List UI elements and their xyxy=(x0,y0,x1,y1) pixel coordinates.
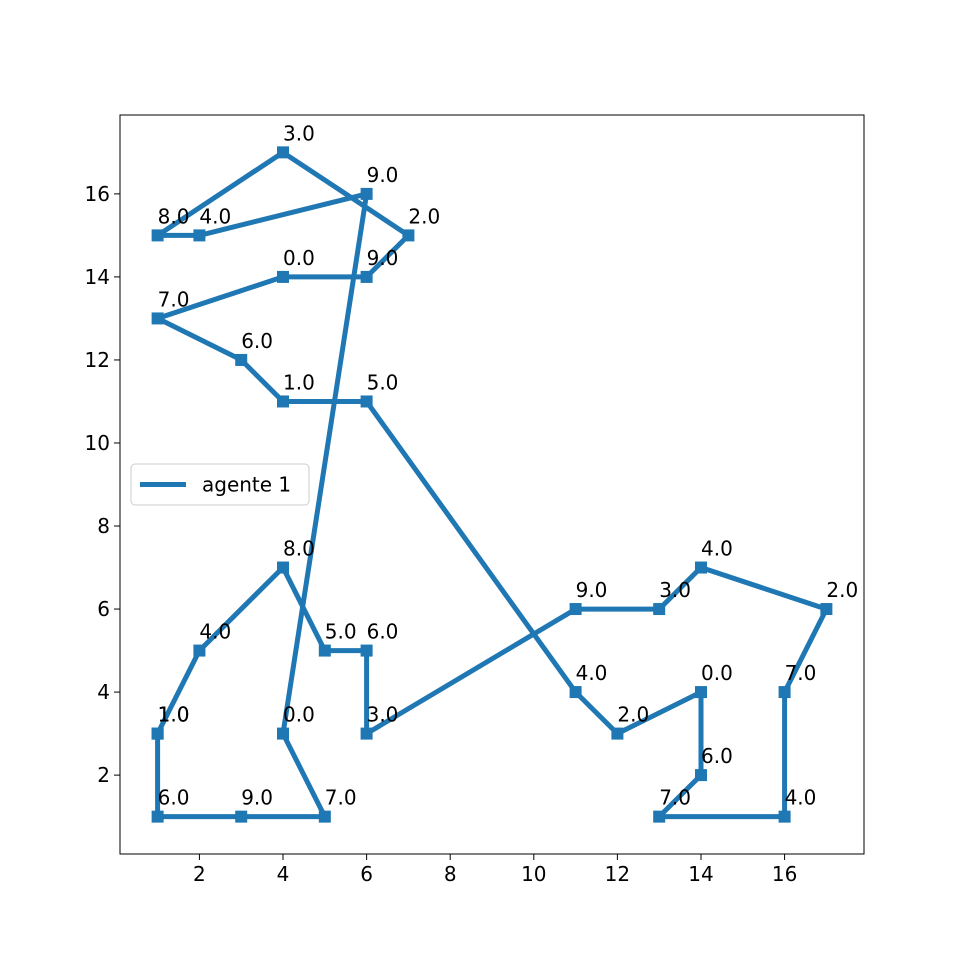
x-tick-label: 10 xyxy=(521,862,546,886)
data-point-marker xyxy=(235,810,248,823)
data-point-marker xyxy=(151,727,164,740)
series-layer xyxy=(151,146,833,823)
data-point-label: 6.0 xyxy=(158,786,190,810)
y-tick-label: 12 xyxy=(85,348,110,372)
data-point-label: 5.0 xyxy=(367,370,399,394)
x-tick-label: 8 xyxy=(444,862,457,886)
y-axis: 2 4 6 8 10 12 14 16 xyxy=(85,182,120,787)
data-point-marker xyxy=(360,727,373,740)
data-point-label: 4.0 xyxy=(701,537,733,561)
x-tick-label: 2 xyxy=(193,862,206,886)
data-point-marker xyxy=(360,270,373,283)
x-tick-label: 16 xyxy=(772,862,797,886)
data-point-label: 0.0 xyxy=(283,703,315,727)
data-point-marker xyxy=(360,187,373,200)
x-tick-label: 6 xyxy=(360,862,373,886)
data-point-label: 4.0 xyxy=(576,661,608,685)
data-point-marker xyxy=(277,395,290,408)
data-point-marker xyxy=(820,603,833,616)
legend-label: agente 1 xyxy=(202,473,291,497)
data-point-label: 1.0 xyxy=(158,703,190,727)
data-point-label: 7.0 xyxy=(325,786,357,810)
y-tick-label: 16 xyxy=(85,182,110,206)
data-point-label: 8.0 xyxy=(158,204,190,228)
x-tick-label: 4 xyxy=(277,862,290,886)
y-tick-label: 4 xyxy=(97,680,110,704)
y-tick-label: 14 xyxy=(85,265,110,289)
data-point-marker xyxy=(318,810,331,823)
data-point-label: 9.0 xyxy=(367,246,399,270)
data-point-label: 7.0 xyxy=(158,287,190,311)
data-point-marker xyxy=(277,727,290,740)
data-point-marker xyxy=(653,810,666,823)
data-point-marker xyxy=(694,769,707,782)
data-point-label: 6.0 xyxy=(367,620,399,644)
data-point-label: 7.0 xyxy=(659,786,691,810)
data-point-label: 3.0 xyxy=(283,121,315,145)
y-tick-label: 6 xyxy=(97,597,110,621)
data-point-marker xyxy=(277,270,290,283)
point-labels: 1.0 6.0 9.0 7.0 0.0 9.0 4.0 8.0 3.0 2.0 9.0 0.0 7.0 6… xyxy=(158,121,859,809)
data-point-label: 1.0 xyxy=(158,703,190,727)
data-point-label: 7.0 xyxy=(785,661,817,685)
x-tick-label: 12 xyxy=(605,862,630,886)
data-point-marker xyxy=(193,229,206,242)
data-point-marker xyxy=(402,229,415,242)
data-point-marker xyxy=(569,603,582,616)
data-point-marker xyxy=(193,644,206,657)
data-point-marker xyxy=(277,146,290,159)
legend: agente 1 xyxy=(130,463,310,506)
data-point-marker xyxy=(694,686,707,699)
data-point-marker xyxy=(360,644,373,657)
data-point-label: 3.0 xyxy=(659,578,691,602)
data-point-marker xyxy=(569,686,582,699)
data-point-label: 0.0 xyxy=(701,661,733,685)
data-point-label: 9.0 xyxy=(241,786,273,810)
data-point-marker xyxy=(235,353,248,366)
data-point-label: 3.0 xyxy=(367,703,399,727)
data-point-marker xyxy=(151,229,164,242)
data-point-marker xyxy=(778,810,791,823)
data-point-marker xyxy=(277,561,290,574)
data-point-marker xyxy=(611,727,624,740)
data-point-label: 9.0 xyxy=(367,163,399,187)
y-tick-label: 10 xyxy=(85,431,110,455)
data-point-label: 0.0 xyxy=(283,246,315,270)
data-point-marker xyxy=(318,644,331,657)
data-point-marker xyxy=(778,686,791,699)
y-tick-label: 8 xyxy=(97,514,110,538)
data-point-marker xyxy=(653,603,666,616)
data-point-label: 2.0 xyxy=(408,204,440,228)
data-point-marker xyxy=(151,312,164,325)
data-point-label: 5.0 xyxy=(325,620,357,644)
data-point-marker xyxy=(360,395,373,408)
x-axis: 2 4 6 8 10 12 14 16 xyxy=(193,854,797,886)
data-point-label: 1.0 xyxy=(283,370,315,394)
y-tick-label: 2 xyxy=(97,763,110,787)
legend-box xyxy=(130,463,310,506)
data-point-label: 4.0 xyxy=(199,620,231,644)
data-point-label: 4.0 xyxy=(785,786,817,810)
data-point-label: 2.0 xyxy=(826,578,858,602)
data-point-label: 6.0 xyxy=(241,329,273,353)
x-tick-label: 14 xyxy=(688,862,713,886)
data-point-label: 4.0 xyxy=(199,204,231,228)
data-point-label: 6.0 xyxy=(701,744,733,768)
data-point-marker xyxy=(151,810,164,823)
data-point-label: 9.0 xyxy=(576,578,608,602)
data-point-label: 8.0 xyxy=(283,537,315,561)
data-point-marker xyxy=(694,561,707,574)
data-point-label: 2.0 xyxy=(617,703,649,727)
